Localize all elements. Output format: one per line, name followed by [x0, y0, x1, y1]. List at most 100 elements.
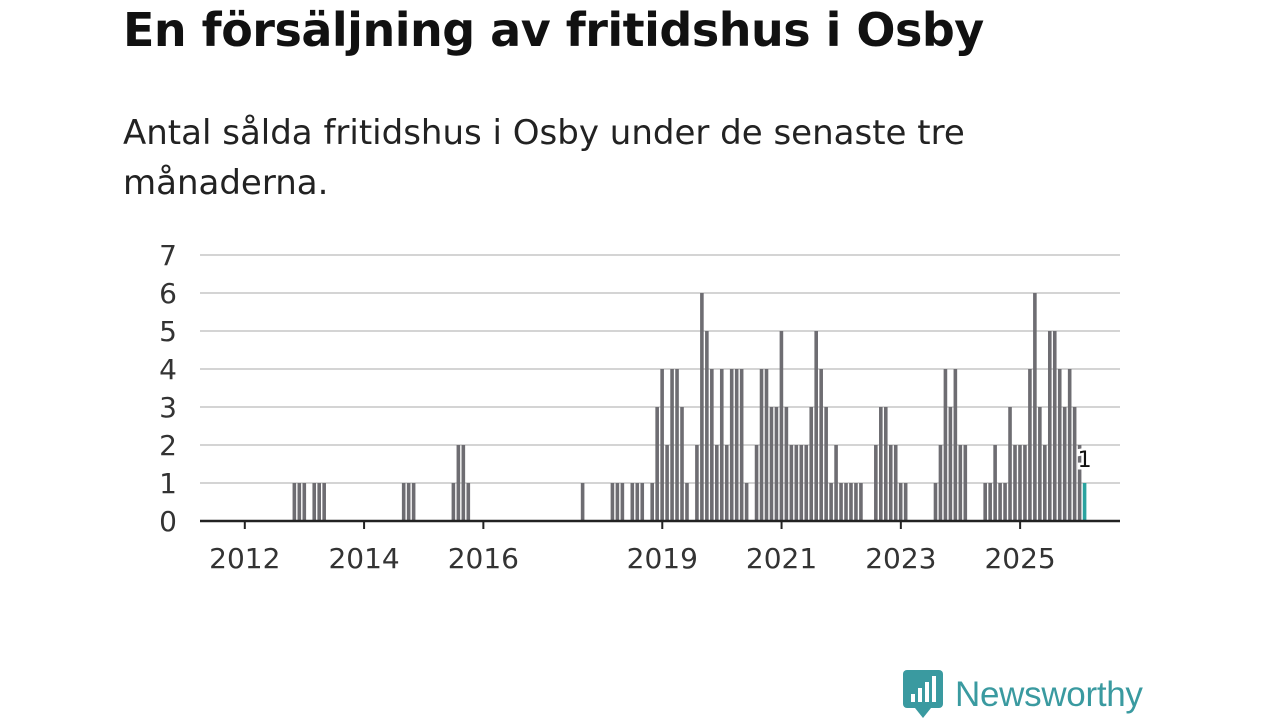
bar — [729, 369, 734, 521]
bar — [650, 483, 654, 521]
y-tick-label: 4 — [159, 353, 177, 386]
chart-title: En försäljning av fritidshus i Osby — [123, 3, 984, 57]
bar — [1082, 483, 1087, 521]
bar — [829, 483, 833, 521]
y-tick-label: 0 — [159, 505, 177, 538]
bar — [322, 483, 326, 521]
bar — [819, 369, 823, 521]
y-tick-label: 2 — [159, 429, 177, 462]
data-labels: 1 — [1075, 446, 1094, 476]
bar — [620, 483, 625, 521]
bar — [680, 407, 684, 521]
bar — [401, 483, 406, 521]
brand-name: Newsworthy — [955, 675, 1143, 714]
bar — [710, 369, 714, 521]
bar — [744, 483, 749, 521]
bar — [839, 483, 843, 521]
bar — [953, 369, 958, 521]
bar — [948, 407, 953, 521]
bar — [1033, 293, 1037, 521]
bar — [804, 445, 809, 521]
bar — [814, 331, 818, 521]
bar — [854, 483, 858, 521]
bar — [411, 483, 416, 521]
bar — [1052, 331, 1057, 521]
bar — [312, 483, 317, 521]
bar — [1018, 445, 1022, 521]
x-tick-label: 2023 — [865, 542, 936, 575]
bar — [1057, 369, 1062, 521]
bar — [988, 483, 992, 521]
bar — [779, 331, 784, 521]
bar — [1003, 483, 1007, 521]
bar — [695, 445, 699, 521]
bar — [640, 483, 645, 521]
bar — [630, 483, 635, 521]
bar — [938, 445, 943, 521]
bar — [724, 445, 729, 521]
bar — [993, 445, 997, 521]
bar — [893, 445, 898, 521]
chart-subtitle: Antal sålda fritidshus i Osby under de s… — [123, 113, 965, 203]
bar — [317, 483, 321, 521]
bar — [933, 483, 938, 521]
x-tick-label: 2014 — [328, 542, 399, 575]
x-tick-label: 2016 — [448, 542, 519, 575]
bar — [734, 369, 739, 521]
y-tick-label: 5 — [159, 315, 177, 348]
bar — [824, 407, 828, 521]
bar — [888, 445, 893, 521]
bar — [943, 369, 948, 521]
grid-lines — [200, 254, 1120, 484]
bar — [660, 369, 664, 521]
bar — [451, 483, 456, 521]
bar — [655, 407, 659, 521]
bar — [1067, 369, 1072, 521]
bar — [1047, 331, 1052, 521]
bar — [844, 483, 848, 521]
bar — [461, 445, 466, 521]
bar — [665, 445, 669, 521]
y-axis-ticks: 0 1 2 3 4 5 6 7 — [159, 239, 177, 538]
bar — [998, 483, 1002, 521]
bar — [615, 483, 620, 521]
bar — [879, 407, 883, 521]
x-tick-label: 2025 — [984, 542, 1055, 575]
bar — [610, 483, 615, 521]
bar — [983, 483, 987, 521]
bar — [903, 483, 908, 521]
bar — [963, 445, 968, 521]
bar — [406, 483, 411, 521]
bar — [1038, 407, 1042, 521]
bar — [794, 445, 799, 521]
bar — [1072, 407, 1077, 521]
bar — [1062, 407, 1067, 521]
bar — [769, 407, 774, 521]
bar — [764, 369, 769, 521]
x-tick-label: 2019 — [627, 542, 698, 575]
y-tick-label: 6 — [159, 277, 177, 310]
bar — [715, 445, 719, 521]
x-axis: 2012 2014 2016 2019 2021 2023 2025 — [200, 519, 1120, 575]
bar — [700, 293, 704, 521]
bar — [809, 407, 814, 521]
y-tick-label: 3 — [159, 391, 177, 424]
bar — [849, 483, 853, 521]
bar — [1043, 445, 1047, 521]
bar — [1077, 445, 1082, 521]
bar — [834, 445, 838, 521]
bar — [1023, 445, 1027, 521]
bar — [685, 483, 689, 521]
bar — [675, 369, 679, 521]
bar — [958, 445, 963, 521]
bar-series — [292, 293, 1087, 521]
bar — [789, 445, 794, 521]
x-tick-label: 2021 — [746, 542, 817, 575]
bar — [859, 483, 863, 521]
bar — [635, 483, 640, 521]
bar — [1013, 445, 1017, 521]
bar — [759, 369, 764, 521]
bar — [456, 445, 461, 521]
bar — [292, 483, 297, 521]
